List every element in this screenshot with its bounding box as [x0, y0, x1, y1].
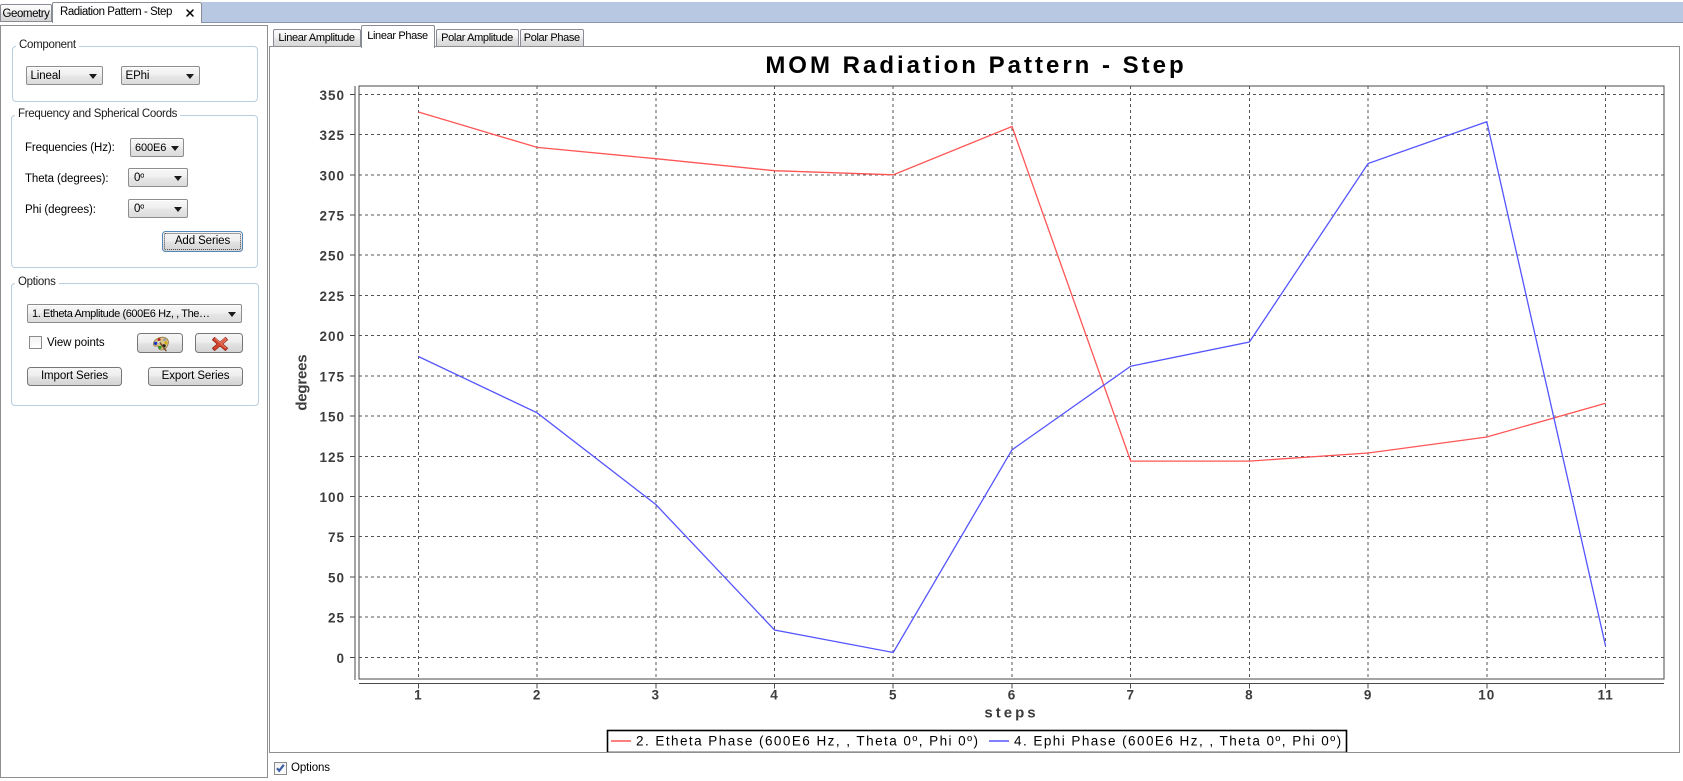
svg-text:5: 5 [889, 688, 898, 703]
svg-text:75: 75 [328, 530, 345, 545]
svg-text:4. Ephi Phase (600E6 Hz, , The: 4. Ephi Phase (600E6 Hz, , Theta 0º, Phi… [1014, 733, 1343, 748]
svg-text:250: 250 [319, 249, 345, 264]
svg-text:2: 2 [533, 688, 542, 703]
svg-text:300: 300 [319, 168, 345, 183]
svg-text:3: 3 [652, 688, 661, 703]
svg-text:7: 7 [1126, 688, 1135, 703]
svg-text:200: 200 [319, 329, 345, 344]
svg-text:25: 25 [328, 611, 345, 626]
svg-text:225: 225 [319, 289, 345, 304]
svg-text:275: 275 [319, 209, 345, 224]
svg-text:degrees: degrees [294, 355, 311, 411]
svg-text:11: 11 [1597, 688, 1613, 703]
svg-text:6: 6 [1008, 688, 1017, 703]
svg-text:125: 125 [319, 450, 345, 465]
svg-text:MOM Radiation Pattern - Step: MOM Radiation Pattern - Step [765, 52, 1186, 79]
svg-text:4: 4 [770, 688, 779, 703]
svg-text:2. Etheta Phase (600E6 Hz, , T: 2. Etheta Phase (600E6 Hz, , Theta 0º, P… [636, 733, 979, 748]
svg-text:325: 325 [319, 128, 345, 143]
svg-text:8: 8 [1245, 688, 1254, 703]
svg-text:100: 100 [319, 490, 345, 505]
svg-text:10: 10 [1478, 688, 1495, 703]
svg-text:9: 9 [1364, 688, 1373, 703]
svg-text:0: 0 [336, 651, 345, 666]
svg-text:350: 350 [319, 88, 345, 103]
svg-text:1: 1 [414, 688, 423, 703]
svg-text:50: 50 [328, 570, 345, 585]
svg-text:175: 175 [319, 369, 345, 384]
svg-text:steps: steps [984, 705, 1038, 722]
svg-text:150: 150 [319, 410, 345, 425]
